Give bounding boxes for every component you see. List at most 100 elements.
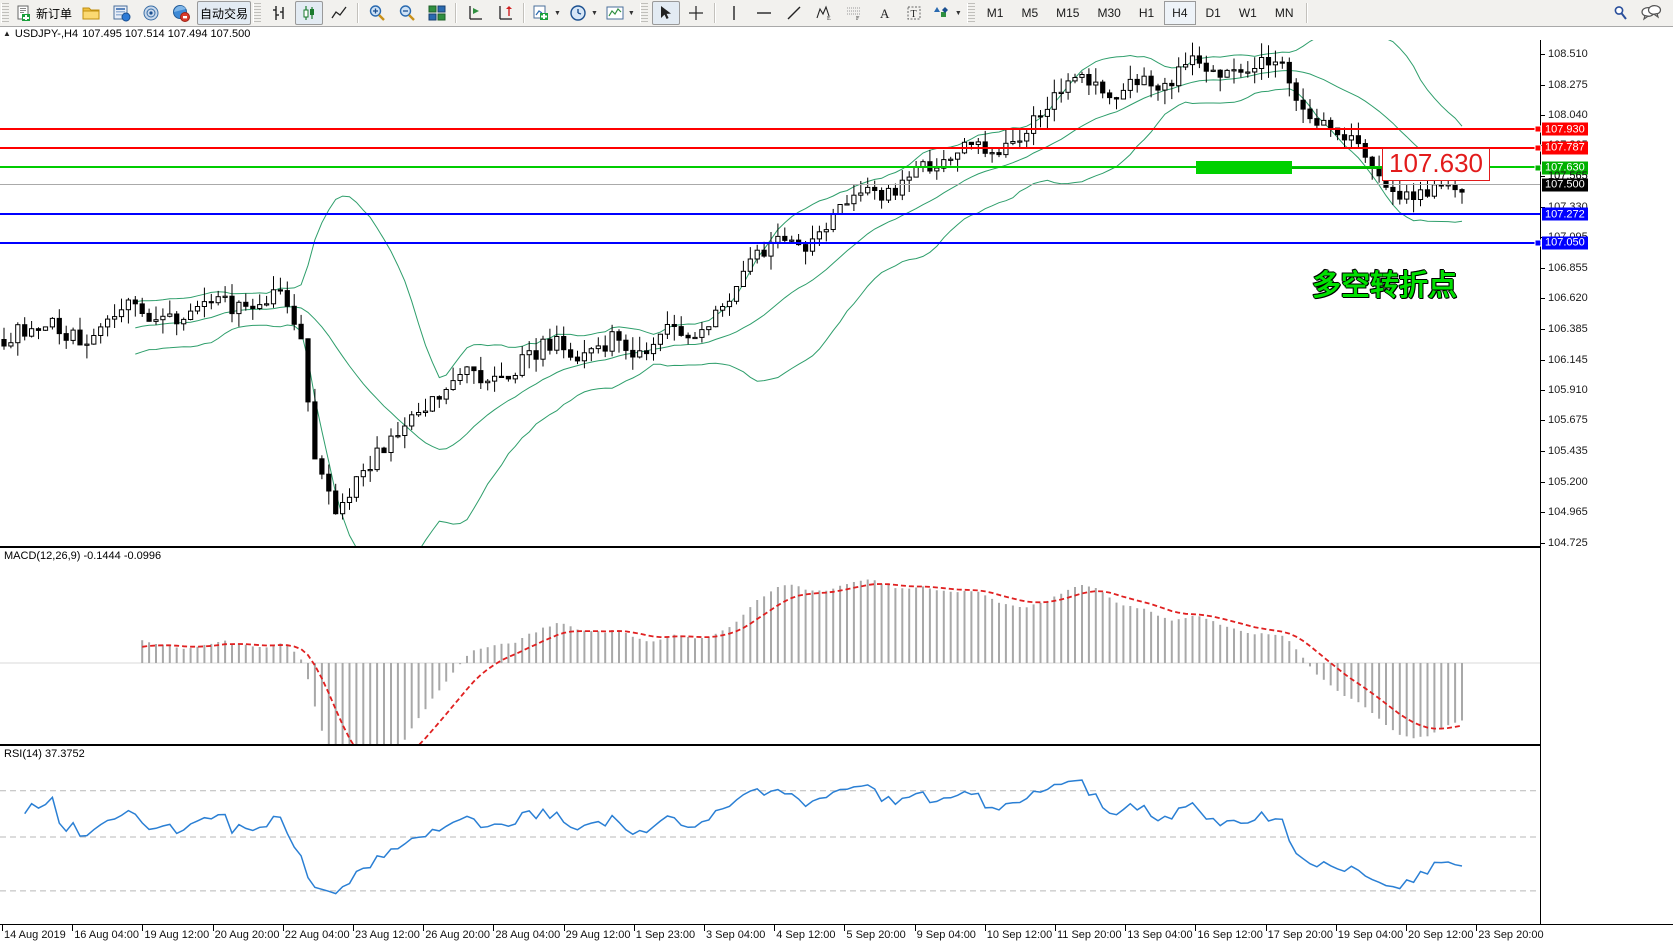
vertical-line-tool-button[interactable] [720,1,748,25]
time-scale[interactable]: 14 Aug 2019 16 Aug 04:00 19 Aug 12:00 20 Au… [0,924,1673,949]
price-tag-107787[interactable]: 107.787 [1542,141,1588,154]
time-tick [984,925,986,931]
price-tag-107272[interactable]: 107.272 [1542,207,1588,221]
price-pane[interactable]: 107.630 多空转折点 [0,40,1540,548]
trendline-tool-button[interactable] [780,1,808,25]
indicators-caret-icon[interactable]: ▼ [554,9,561,17]
time-tick-label: 19 Aug 12:00 [144,929,210,941]
price-scale[interactable]: 108.510108.275108.040107.805107.565107.3… [1534,40,1673,924]
line-handle[interactable] [1534,144,1542,151]
time-tick-label: 16 Aug 04:00 [74,929,140,941]
timeframe-m15[interactable]: M15 [1056,6,1080,20]
text-tool-button[interactable]: A [870,1,898,25]
market-watch-button[interactable] [107,1,135,25]
terminal-button[interactable] [167,1,195,25]
price-tick [1541,389,1545,391]
time-tick-label: 23 Sep 20:00 [1478,929,1544,941]
rsi-chart-svg [0,779,1540,895]
timeframe-w1[interactable]: W1 [1238,6,1257,20]
new-order-button[interactable]: 新订单 [13,1,75,25]
chat-button[interactable] [1637,1,1665,25]
time-tick-label: 13 Sep 04:00 [1127,929,1193,941]
time-tick-label: 9 Sep 04:00 [916,929,976,941]
objects-list-button[interactable]: ▼ [930,1,965,25]
timeframe-m30[interactable]: M30 [1097,6,1121,20]
bar-chart-button[interactable] [265,1,293,25]
auto-trading-label: 自动交易 [200,6,249,21]
period-caret-icon[interactable]: ▼ [590,9,598,17]
auto-trading-button[interactable]: 自动交易 [197,1,252,25]
macd-chart-svg [0,579,1540,744]
toolbar-grip-2[interactable] [253,3,262,23]
timeframe-m1[interactable]: M1 [986,6,1004,20]
time-tick-label: 1 Sep 23:00 [635,929,696,941]
resistance-line-107930[interactable] [0,128,1540,131]
indicator-add-icon [533,5,549,20]
candlestick-chart-button[interactable] [295,1,324,25]
objects-caret-icon[interactable]: ▼ [954,9,962,17]
support-line-107272[interactable] [0,213,1540,215]
terminal-icon [172,5,190,22]
price-tick [1541,511,1545,513]
timeframe-h4[interactable]: H4 [1164,1,1196,25]
price-tick-label: 105.200 [1548,475,1588,488]
text-label-tool-button[interactable]: T [900,1,928,25]
period-button[interactable]: ▼ [566,1,601,25]
navigator-button[interactable] [137,1,165,25]
horizontal-line-tool-button[interactable] [750,1,778,25]
fibonacci-tool-button[interactable]: F [840,1,868,25]
timeframe-m5[interactable]: M5 [1021,6,1039,20]
tile-windows-button[interactable] [423,1,451,25]
timeframe-mn[interactable]: MN [1274,6,1294,20]
line-handle[interactable] [1534,239,1542,247]
chart-area[interactable]: 107.630 多空转折点 MACD(12,26,9) -0.1444 -0.0… [0,40,1673,949]
time-tick [844,925,846,931]
toolbar-separator-2 [455,3,458,23]
price-tick [1541,298,1545,300]
svg-text:T: T [910,9,916,20]
horizontal-line-icon [756,12,771,14]
candlestick-icon [303,6,315,20]
price-tag-107500[interactable]: 107.500 [1542,178,1588,192]
tile-windows-icon [428,5,446,21]
search-button[interactable] [1607,1,1635,25]
toolbar-grip-3[interactable] [639,3,648,23]
line-handle[interactable] [1534,125,1542,133]
macd-pane[interactable]: MACD(12,26,9) -0.1444 -0.0996 [0,548,1540,746]
price-tag-107930[interactable]: 107.930 [1542,122,1588,136]
zoom-out-button[interactable] [393,1,421,25]
price-callout-label[interactable]: 107.630 [1382,147,1490,182]
rsi-pane[interactable]: RSI(14) 37.3752 [0,746,1540,925]
resistance-line-107787[interactable] [0,146,1540,149]
templates-caret-icon[interactable]: ▼ [627,9,635,17]
indicators-button[interactable]: ▼ [529,1,564,25]
template-icon [606,6,624,20]
collapse-triangle-icon[interactable]: ▲ [3,29,11,38]
charts-button[interactable] [77,1,105,25]
rsi-label: RSI(14) 37.3752 [4,748,85,760]
elliott-wave-tool-button[interactable]: E [810,1,838,25]
price-tag-107630[interactable]: 107.630 [1542,161,1588,175]
pivot-line-107630[interactable] [0,166,1540,169]
timeframe-h1[interactable]: H1 [1138,6,1155,20]
line-handle[interactable] [1534,164,1542,172]
toolbar-grip[interactable] [1,3,9,23]
shift-chart-button[interactable] [461,1,489,25]
templates-button[interactable]: ▼ [603,1,638,25]
line-chart-button[interactable] [325,1,353,25]
chart-annotation-text[interactable]: 多空转折点 [1312,268,1458,303]
toolbar-grip-4[interactable] [966,3,975,23]
timeframe-d1[interactable]: D1 [1205,6,1221,20]
cursor-tool-button[interactable] [651,1,680,25]
time-tick [633,925,635,931]
zoom-in-button[interactable] [363,1,391,25]
price-tick-label: 106.385 [1548,322,1588,335]
time-tick-label: 14 Aug 2019 [4,929,66,941]
price-tick-label: 104.965 [1548,505,1588,518]
crosshair-tool-button[interactable] [682,1,710,25]
time-tick [212,925,214,931]
price-tag-107050[interactable]: 107.050 [1542,236,1588,250]
support-line-107050[interactable] [0,241,1540,244]
auto-scroll-button[interactable] [491,1,519,25]
pivot-zone-rectangle[interactable] [1196,160,1292,174]
